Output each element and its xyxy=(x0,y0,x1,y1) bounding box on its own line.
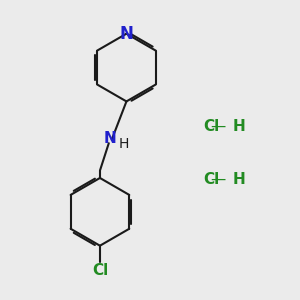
Text: —: — xyxy=(210,172,225,187)
Text: H: H xyxy=(119,137,129,151)
Text: Cl: Cl xyxy=(92,263,108,278)
Text: N: N xyxy=(119,25,134,43)
Text: Cl: Cl xyxy=(203,119,219,134)
Text: H: H xyxy=(232,119,245,134)
Text: Cl: Cl xyxy=(203,172,219,187)
Text: N: N xyxy=(104,131,117,146)
Text: —: — xyxy=(210,119,225,134)
Text: H: H xyxy=(232,172,245,187)
